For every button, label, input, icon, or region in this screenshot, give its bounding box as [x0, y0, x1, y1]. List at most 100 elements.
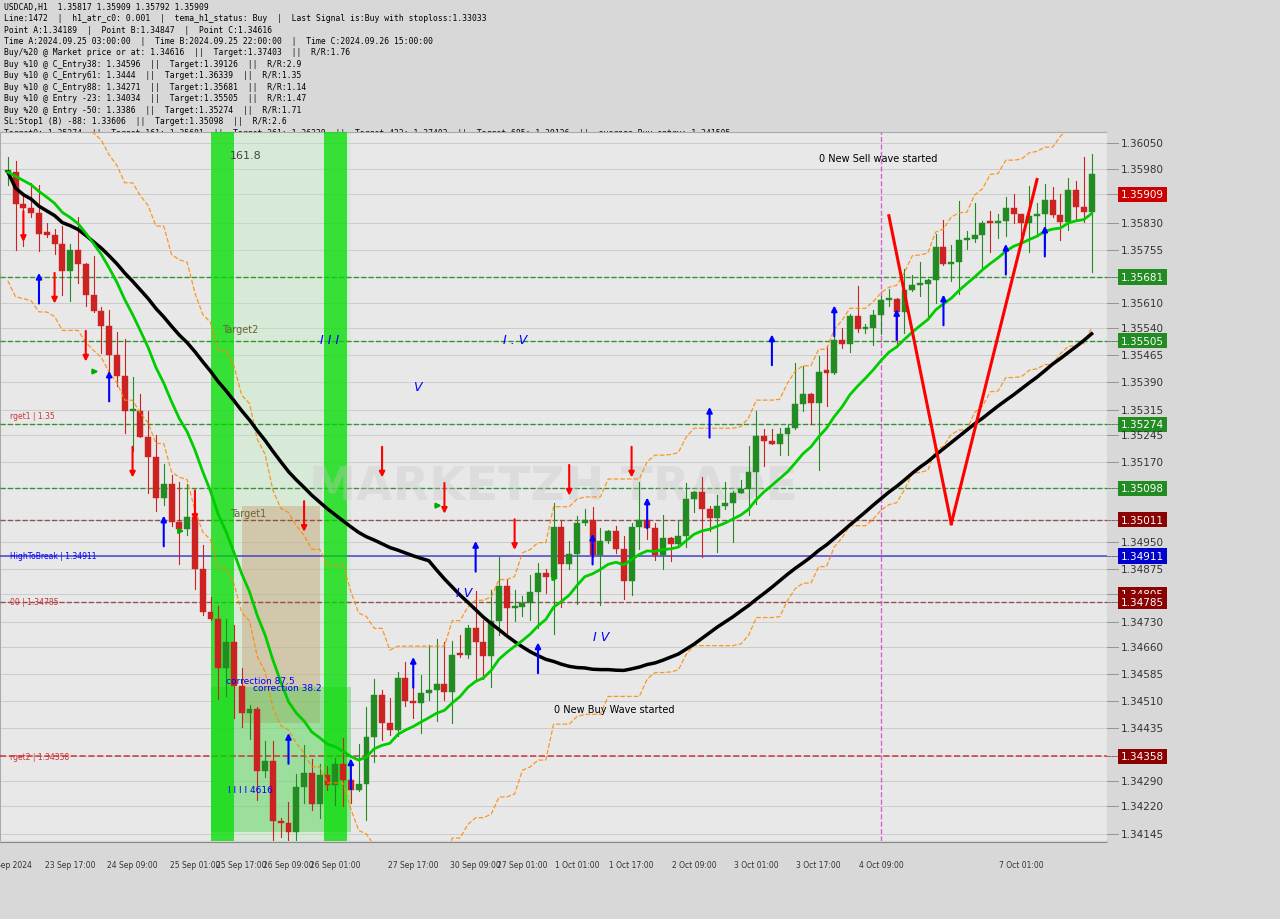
Bar [550, 528, 557, 577]
Text: rget1 | 1.35: rget1 | 1.35 [10, 411, 55, 420]
Bar [979, 223, 986, 235]
Bar [668, 538, 673, 545]
Bar [239, 686, 244, 713]
Bar [161, 485, 166, 498]
Bar [13, 173, 18, 205]
Bar [543, 573, 549, 577]
Bar [1027, 217, 1032, 224]
Text: I V: I V [593, 630, 609, 643]
Bar [387, 723, 393, 730]
Bar [558, 528, 564, 564]
Bar [916, 284, 923, 286]
Text: V: V [413, 380, 421, 393]
Text: 1.35540: 1.35540 [1121, 323, 1164, 334]
Bar [223, 642, 229, 669]
Bar [472, 629, 479, 642]
Text: 1.34290: 1.34290 [1121, 777, 1164, 786]
Bar [815, 372, 822, 403]
Bar [785, 429, 791, 435]
Bar [777, 435, 782, 444]
Text: 23 Sep 17:00: 23 Sep 17:00 [45, 860, 96, 869]
Bar [301, 774, 307, 787]
Bar [177, 523, 182, 529]
Text: 1.34510: 1.34510 [1121, 697, 1164, 707]
Bar [1011, 209, 1016, 215]
Bar [730, 494, 736, 504]
Text: 1.35681: 1.35681 [1121, 273, 1164, 283]
Bar [364, 737, 370, 784]
Bar [925, 280, 931, 285]
Bar [340, 765, 346, 780]
Bar [419, 693, 424, 704]
Bar [480, 642, 486, 656]
Text: correction 87.5: correction 87.5 [227, 676, 294, 686]
Bar [145, 437, 151, 457]
Bar [527, 593, 534, 603]
Text: 26 Sep 01:00: 26 Sep 01:00 [310, 860, 361, 869]
Bar [582, 520, 588, 524]
Bar [278, 822, 284, 823]
Text: 1.34730: 1.34730 [1121, 617, 1164, 627]
Bar [870, 315, 877, 328]
Bar [262, 762, 268, 771]
Bar [44, 233, 50, 235]
Bar [754, 437, 759, 472]
Bar [964, 238, 970, 241]
Text: Target2: Target2 [223, 324, 259, 335]
Bar [840, 341, 845, 345]
Bar [442, 684, 448, 692]
Bar [1050, 200, 1056, 215]
Bar [242, 506, 320, 723]
Bar [20, 205, 27, 209]
Text: 1.35830: 1.35830 [1121, 219, 1164, 229]
Bar [192, 517, 198, 570]
Bar [652, 528, 658, 556]
Bar [995, 221, 1001, 223]
Bar [605, 531, 611, 541]
Bar [348, 780, 353, 790]
Bar [1034, 214, 1039, 217]
Bar [628, 528, 635, 582]
Bar [270, 762, 276, 822]
Bar [933, 248, 938, 280]
Bar [154, 457, 159, 498]
Bar [1002, 209, 1009, 221]
Text: I I I: I I I [320, 334, 339, 346]
Bar [893, 300, 900, 312]
Text: I I I I 4616: I I I I 4616 [228, 785, 273, 794]
Bar [1019, 215, 1024, 224]
Bar [200, 570, 206, 612]
Text: 1.35465: 1.35465 [1121, 351, 1164, 361]
Text: 25 Sep 01:00: 25 Sep 01:00 [170, 860, 220, 869]
Text: 1.34585: 1.34585 [1121, 669, 1164, 679]
Text: 1.35909: 1.35909 [1121, 190, 1164, 200]
Bar [411, 701, 416, 704]
Bar [207, 612, 214, 619]
Bar [987, 221, 993, 223]
Bar [488, 621, 494, 656]
Bar [465, 629, 471, 655]
Bar [878, 301, 884, 315]
Bar [909, 286, 915, 290]
Text: 1.34950: 1.34950 [1121, 538, 1164, 547]
Bar [325, 775, 330, 786]
Bar [535, 573, 541, 593]
Bar [129, 410, 136, 412]
Bar [972, 235, 978, 240]
Text: 1.34875: 1.34875 [1121, 564, 1164, 574]
Bar [573, 524, 580, 554]
Text: 26 Sep 09:00: 26 Sep 09:00 [264, 860, 314, 869]
Bar [714, 506, 721, 518]
Text: 161.8: 161.8 [230, 151, 262, 161]
Bar [831, 341, 837, 373]
Bar [636, 520, 643, 528]
Bar [247, 709, 252, 713]
Bar [5, 171, 10, 173]
Bar [106, 326, 113, 356]
Bar [792, 405, 799, 429]
Text: 1.35755: 1.35755 [1121, 246, 1164, 255]
Text: I . V: I . V [503, 334, 527, 346]
Text: 2 Oct 09:00: 2 Oct 09:00 [672, 860, 717, 869]
Text: 4 Oct 09:00: 4 Oct 09:00 [859, 860, 904, 869]
Bar [379, 696, 385, 723]
